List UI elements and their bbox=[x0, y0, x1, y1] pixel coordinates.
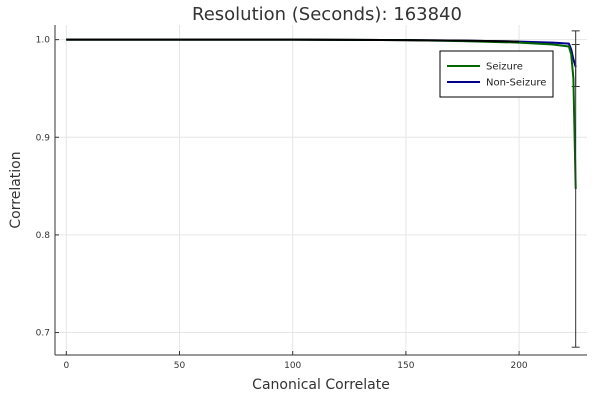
legend-box bbox=[439, 50, 554, 98]
y-tick-label: 0.7 bbox=[36, 329, 50, 339]
y-axis-label: Correlation bbox=[8, 151, 24, 228]
legend: Seizure Non-Seizure bbox=[439, 50, 554, 98]
legend-label-non-seizure: Non-Seizure bbox=[486, 78, 546, 89]
legend-label-seizure: Seizure bbox=[486, 62, 523, 73]
x-axis-label: Canonical Correlate bbox=[252, 377, 390, 393]
y-tick-label: 0.9 bbox=[36, 133, 51, 143]
x-tick-label: 50 bbox=[174, 361, 186, 371]
x-tick-label: 100 bbox=[284, 361, 301, 371]
y-tick-label: 0.8 bbox=[36, 231, 51, 241]
x-tick-label: 200 bbox=[510, 361, 527, 371]
axes bbox=[54, 25, 587, 356]
y-tick-label: 1.0 bbox=[36, 36, 51, 46]
x-tick-label: 150 bbox=[397, 361, 414, 371]
chart-title: Resolution (Seconds): 163840 bbox=[192, 4, 462, 25]
x-tick-label: 0 bbox=[63, 361, 69, 371]
series-layer bbox=[66, 30, 580, 348]
ticks: 0 50 100 150 200 0.7 0.8 0.9 1.0 bbox=[36, 36, 528, 371]
series-overlap-line bbox=[66, 38, 520, 43]
